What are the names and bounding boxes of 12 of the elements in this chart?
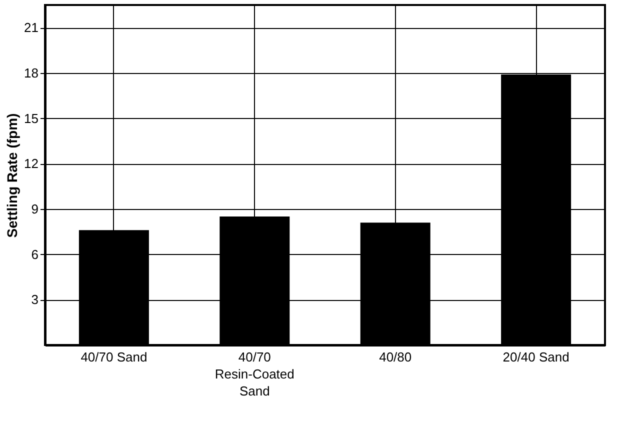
y-tick-label: 18: [24, 66, 38, 80]
x-tick-label: 20/40 Sand: [502, 350, 570, 364]
x-tick-label: 40/80: [379, 350, 412, 364]
y-tick-label: 9: [31, 202, 38, 216]
y-tick-label: 21: [24, 20, 38, 36]
x-tick-label: 40/70 Resin-Coated Sand: [214, 350, 294, 398]
y-tick-label: 15: [24, 110, 38, 126]
x-tick-label: 40/70 Sand: [80, 350, 148, 364]
y-tick-label: 3: [31, 292, 38, 308]
y-axis-title: Settling Rate (fpm): [4, 113, 20, 238]
y-tick-label: 12: [24, 156, 38, 172]
y-tick-label: 6: [31, 246, 38, 262]
